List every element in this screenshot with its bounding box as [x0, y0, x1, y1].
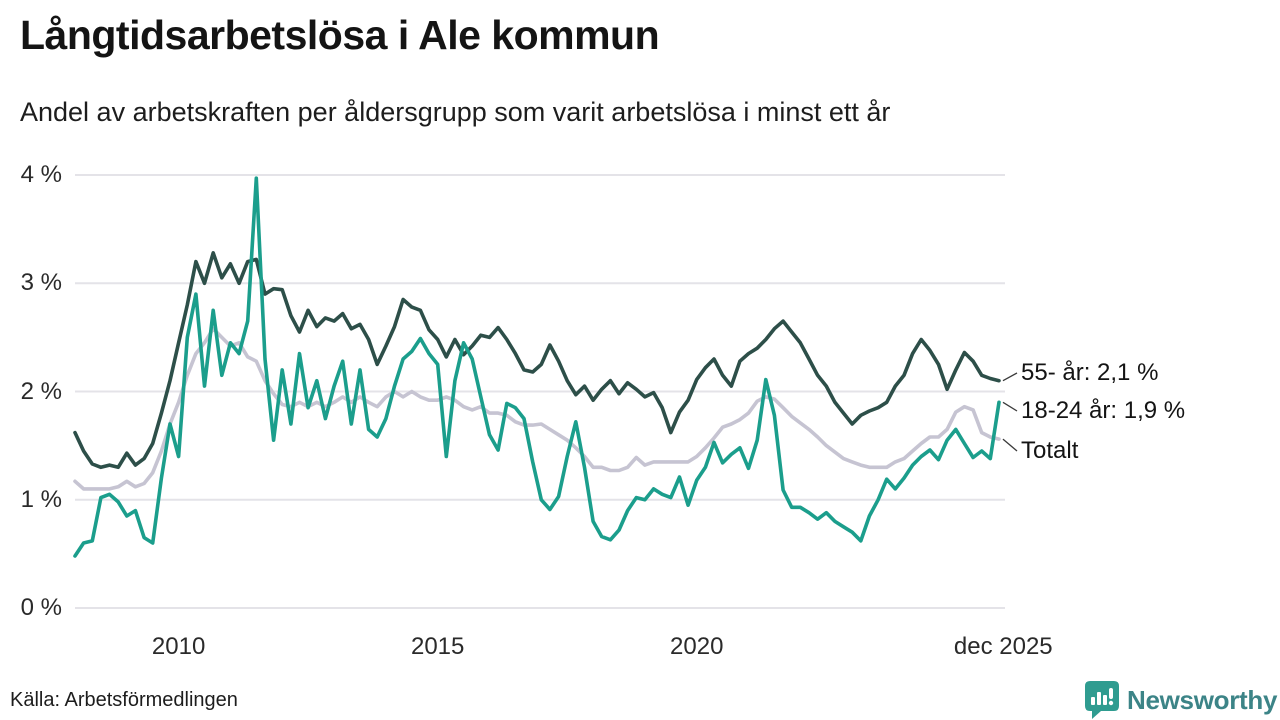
end-label-connector — [1002, 438, 1018, 452]
page-title: Långtidsarbetslösa i Ale kommun — [20, 12, 660, 58]
series-line-18-24-r — [73, 176, 1001, 558]
x-axis-tick-label: 2015 — [410, 633, 465, 660]
y-axis-tick-label: 2 % — [20, 377, 62, 405]
end-label-connector — [1002, 401, 1018, 412]
newsworthy-logo: Newsworthy — [1085, 681, 1277, 719]
y-axis-tick-label: 1 % — [20, 485, 62, 513]
source-credit: Källa: Arbetsförmedlingen — [10, 689, 238, 711]
series-line-Totalt — [73, 326, 1001, 491]
series-end-label-55-ar: 55- år: 2,1 % — [1021, 359, 1159, 386]
newsworthy-logo-text: Newsworthy — [1127, 684, 1278, 715]
series-end-label-totalt: Totalt — [1021, 437, 1079, 464]
series-end-label-18-24-ar: 18-24 år: 1,9 % — [1021, 397, 1186, 424]
x-axis-tick-label: dec 2025 — [953, 633, 1053, 660]
series-line-55-r — [73, 251, 1001, 470]
x-axis-tick-label: 2020 — [670, 633, 724, 660]
chart-subtitle: Andel av arbetskraften per åldersgrupp s… — [20, 97, 891, 127]
y-axis-tick-label: 3 % — [20, 269, 62, 297]
y-axis-tick-label: 4 % — [20, 161, 62, 188]
x-axis-tick-label: 2010 — [151, 633, 206, 660]
y-axis-tick-label: 0 % — [20, 594, 62, 621]
newsworthy-badge-icon — [1085, 681, 1119, 719]
end-label-connector — [1002, 372, 1018, 382]
